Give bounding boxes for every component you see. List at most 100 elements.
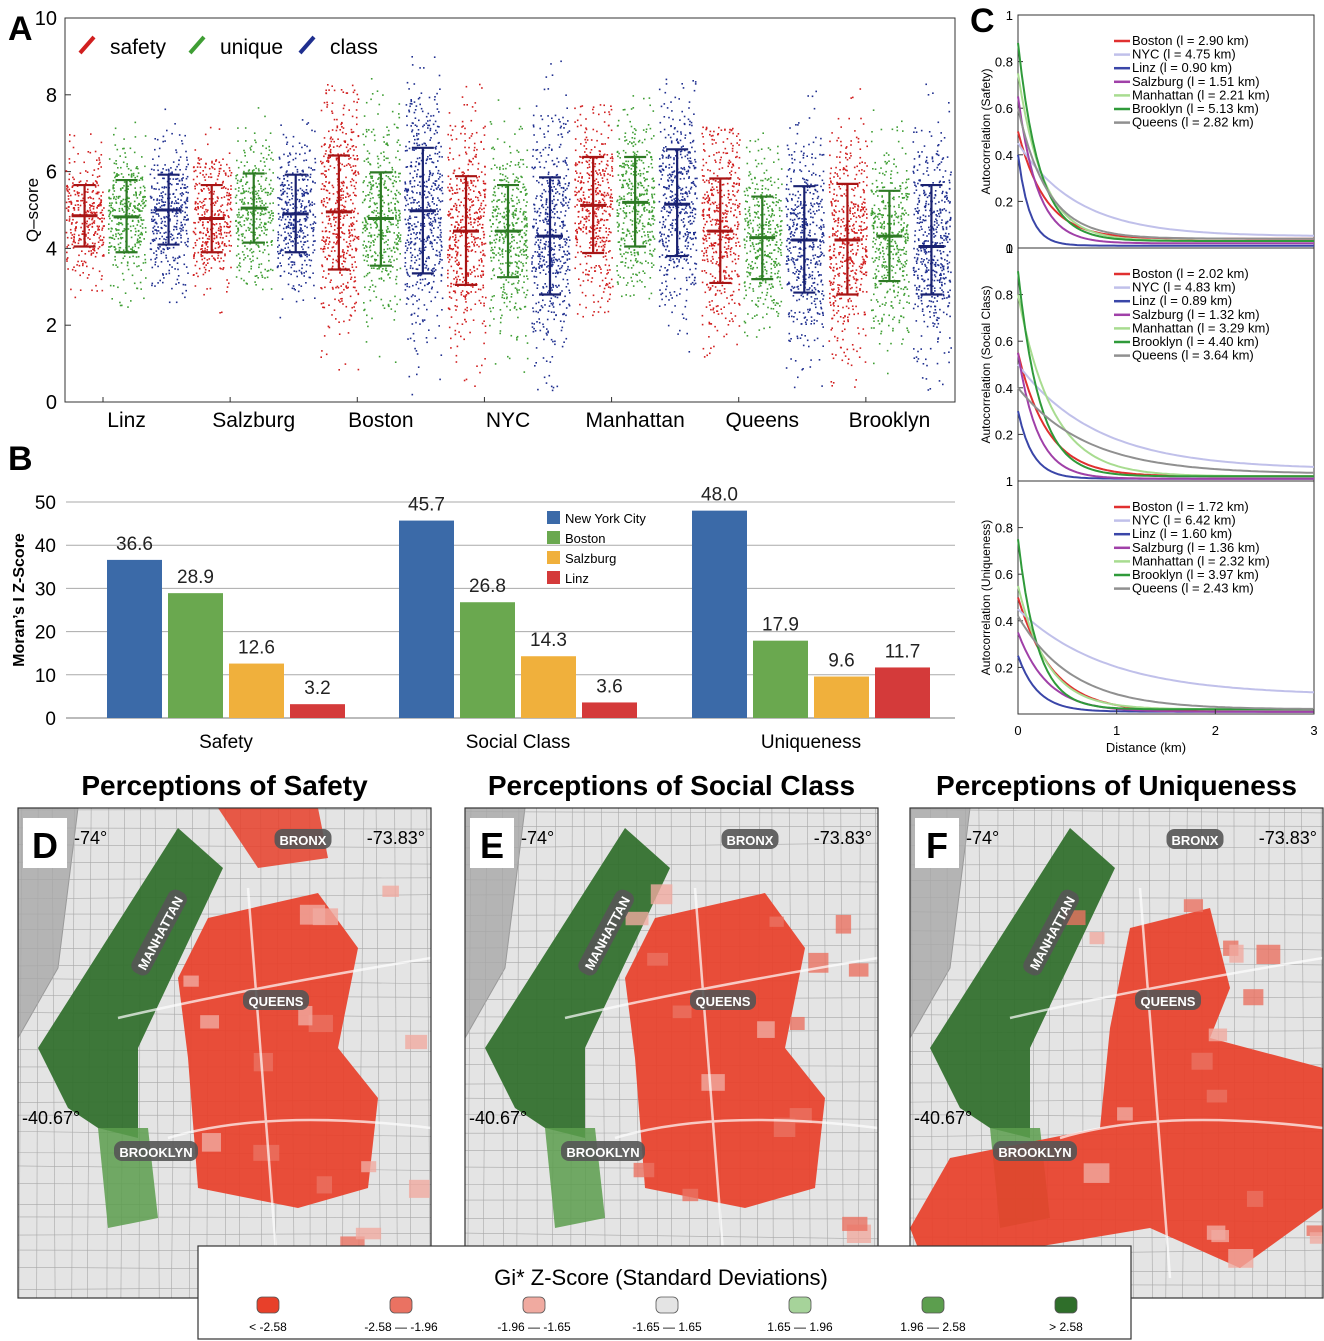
point: [545, 273, 547, 275]
point: [154, 263, 156, 266]
point: [396, 258, 398, 260]
point: [136, 224, 139, 226]
point: [215, 159, 218, 161]
point: [263, 161, 266, 163]
point: [449, 230, 452, 232]
point: [357, 98, 360, 100]
point: [387, 202, 390, 205]
point: [259, 224, 261, 226]
point: [367, 325, 369, 328]
point: [394, 241, 396, 244]
point: [556, 296, 559, 299]
point: [471, 271, 473, 274]
point: [228, 167, 231, 169]
point: [256, 237, 258, 240]
point: [469, 269, 472, 271]
point: [478, 264, 481, 267]
point: [311, 204, 313, 206]
point: [463, 295, 465, 297]
point: [350, 276, 353, 279]
point: [149, 195, 152, 198]
point: [447, 307, 450, 309]
point: [482, 182, 485, 185]
point: [545, 160, 547, 163]
point: [208, 176, 210, 178]
point: [238, 264, 240, 267]
point: [556, 157, 558, 160]
point: [120, 236, 122, 239]
point: [245, 282, 248, 285]
point: [204, 268, 207, 271]
point: [208, 258, 211, 260]
point: [296, 198, 299, 201]
point: [210, 176, 213, 178]
point: [172, 246, 175, 249]
point: [174, 268, 176, 270]
point: [547, 130, 549, 133]
point: [447, 253, 449, 256]
point: [415, 283, 417, 286]
point: [477, 199, 480, 202]
point: [545, 360, 548, 362]
point: [303, 178, 306, 181]
point: [194, 264, 197, 267]
point: [91, 202, 94, 205]
point: [349, 245, 352, 247]
point: [291, 261, 294, 263]
point: [466, 255, 469, 258]
point: [473, 222, 475, 224]
point: [277, 246, 279, 248]
point: [405, 204, 407, 207]
point: [342, 256, 345, 259]
point: [309, 211, 312, 213]
point: [118, 195, 120, 198]
point: [333, 216, 335, 219]
point: [339, 218, 342, 220]
point: [366, 260, 368, 262]
point: [133, 151, 136, 154]
point: [427, 191, 430, 193]
point: [508, 224, 511, 226]
point: [137, 247, 140, 249]
point: [431, 174, 434, 177]
point: [142, 198, 144, 201]
point: [326, 104, 329, 106]
point: [201, 245, 204, 247]
point: [169, 193, 171, 196]
point: [278, 218, 280, 220]
point: [421, 110, 424, 113]
point: [309, 173, 312, 176]
point: [187, 163, 189, 166]
point: [290, 236, 292, 238]
point: [467, 198, 470, 200]
point: [325, 181, 327, 183]
point: [236, 174, 239, 176]
point: [340, 181, 343, 184]
point: [249, 192, 252, 194]
point: [474, 219, 477, 221]
point: [447, 272, 449, 275]
point: [207, 187, 210, 190]
point: [78, 181, 81, 184]
point: [420, 222, 422, 225]
point: [343, 208, 345, 211]
point: [200, 253, 202, 256]
point: [409, 215, 411, 218]
point: [220, 197, 223, 199]
point: [217, 214, 220, 217]
point: [385, 157, 388, 160]
point: [286, 192, 288, 195]
point: [405, 303, 408, 305]
point: [564, 214, 566, 217]
point: [177, 275, 180, 277]
point: [406, 124, 408, 127]
point: [139, 186, 142, 189]
point: [550, 258, 553, 261]
point: [243, 203, 246, 205]
point: [154, 138, 156, 140]
point: [282, 133, 285, 136]
point: [387, 194, 389, 197]
point: [421, 319, 424, 321]
point: [491, 242, 493, 244]
point: [211, 165, 213, 168]
